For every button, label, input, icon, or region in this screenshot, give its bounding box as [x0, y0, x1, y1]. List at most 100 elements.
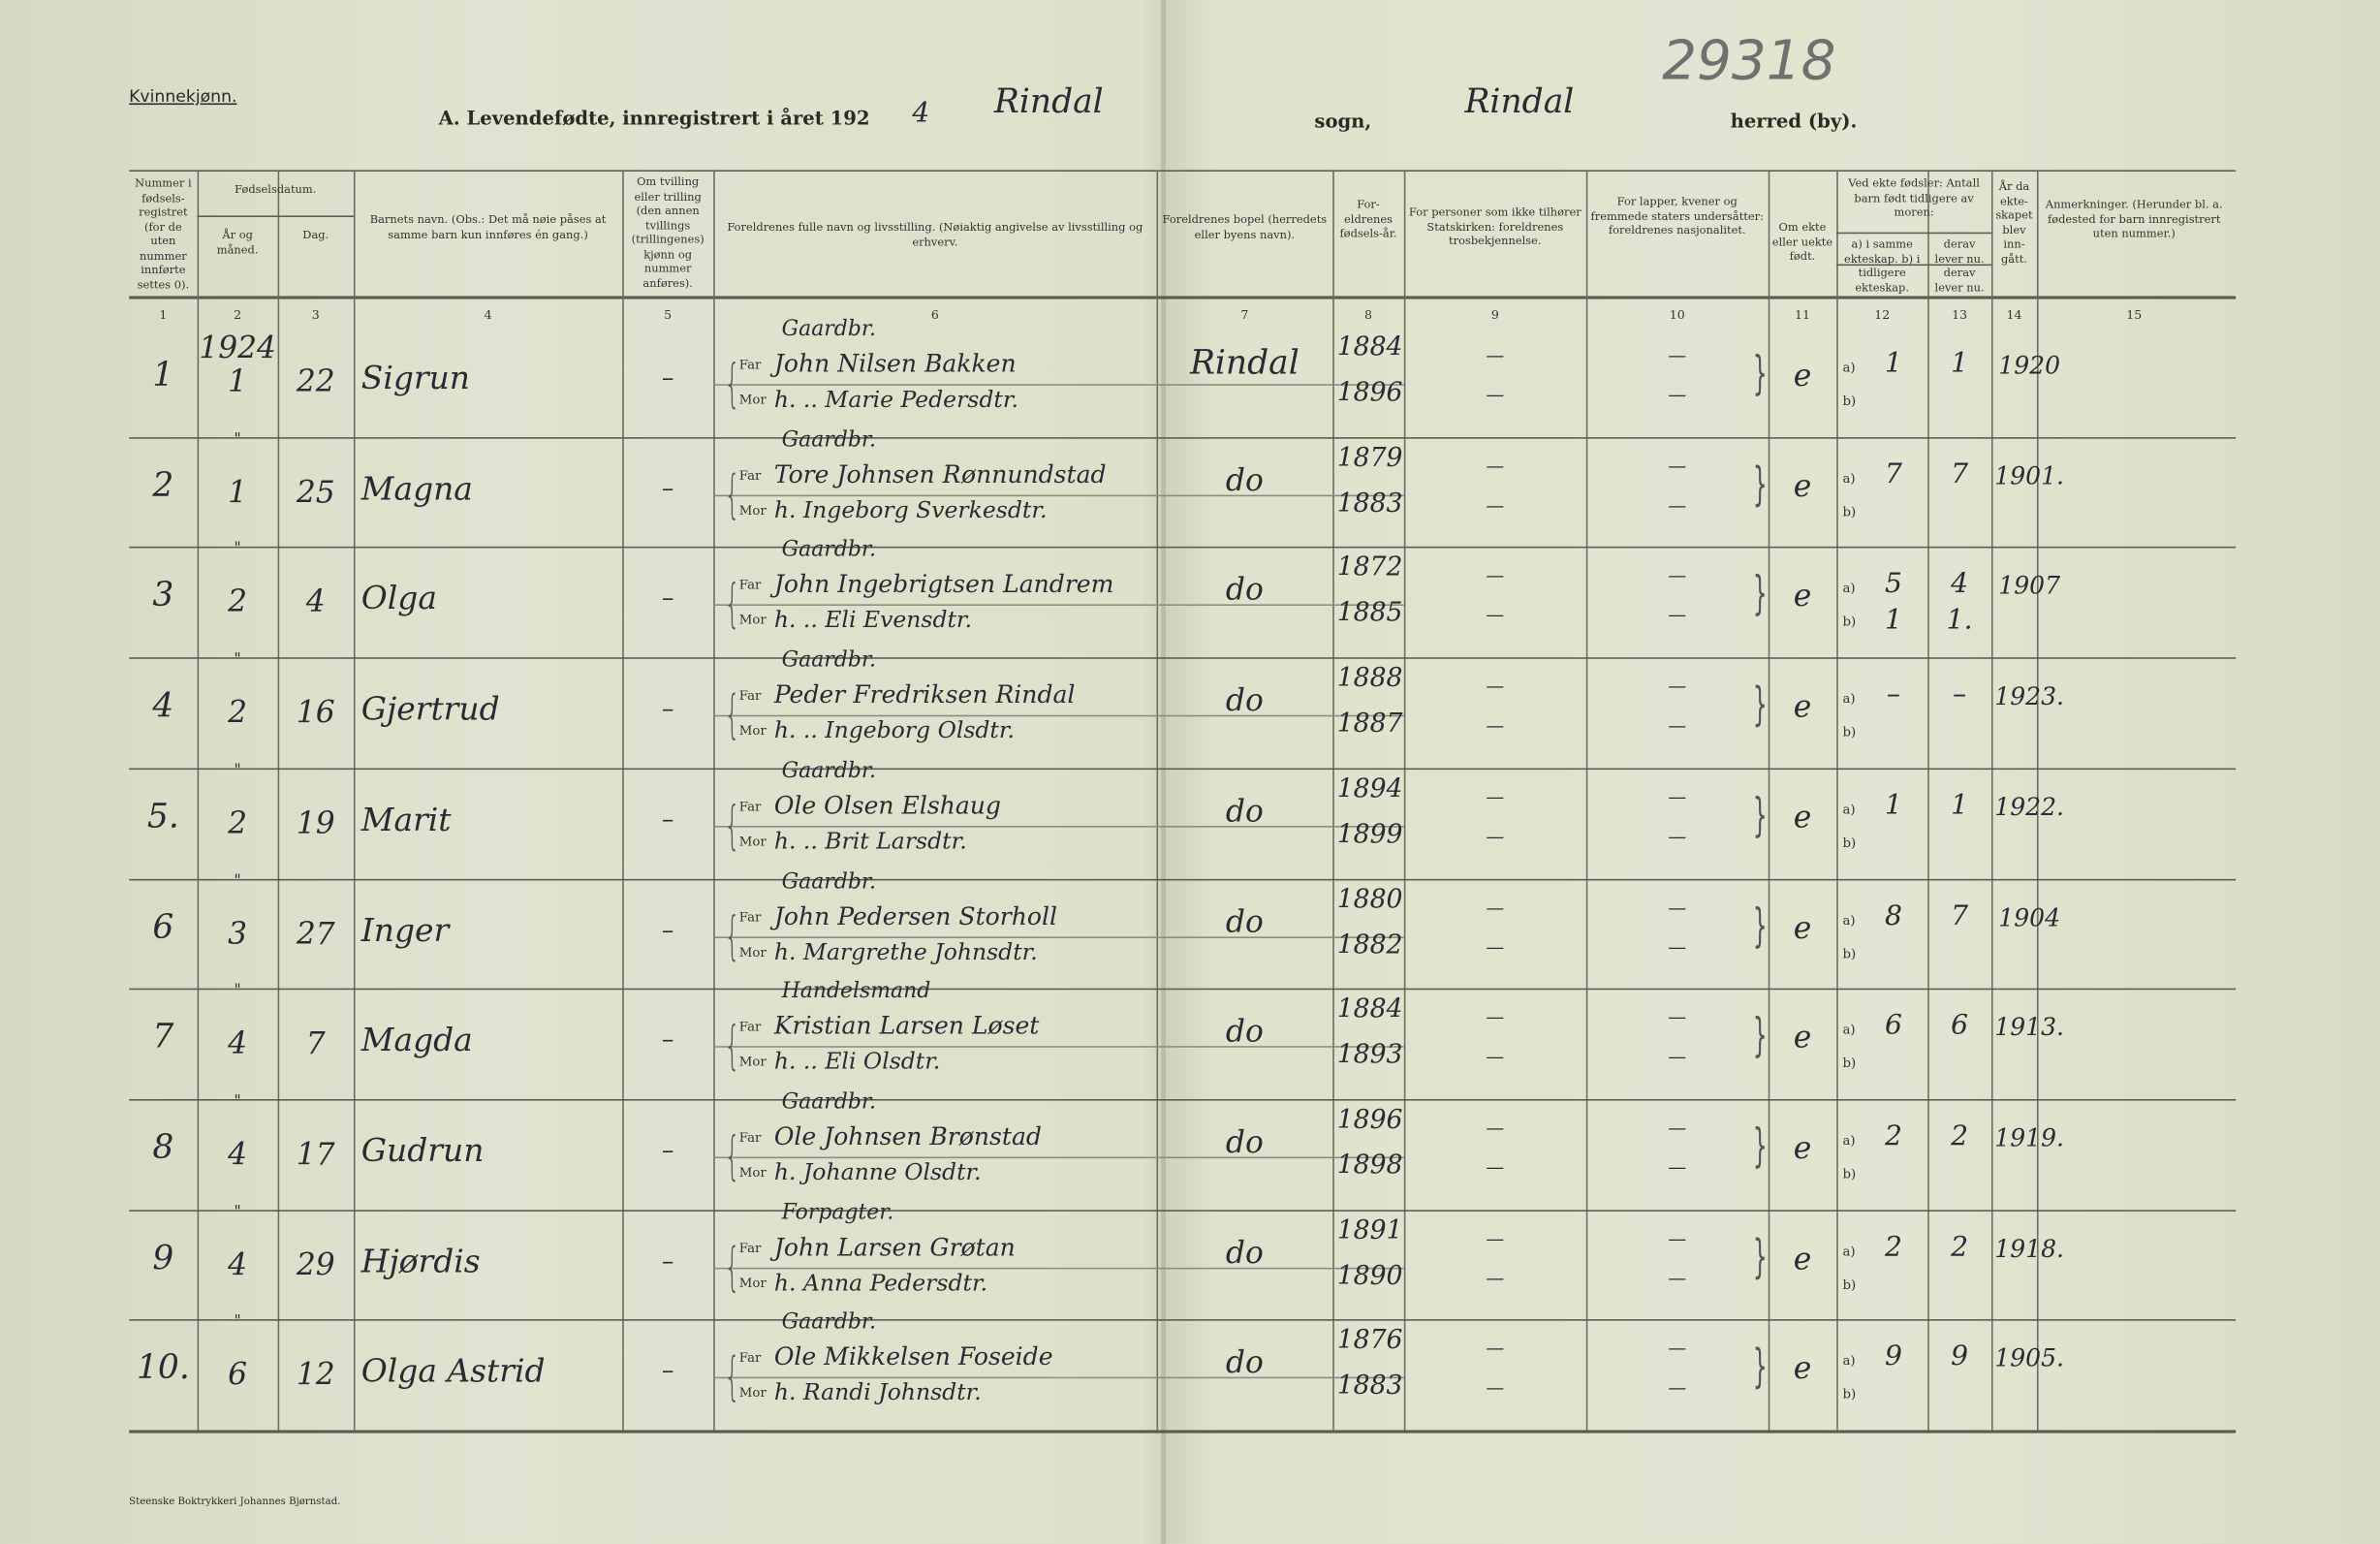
row-divider	[129, 1319, 2237, 1322]
b-label: b)	[1842, 725, 1857, 741]
birth-year: "	[234, 982, 241, 999]
brace-left: {	[724, 795, 741, 857]
mor-label: Mor	[738, 1055, 767, 1071]
residence: do	[1225, 792, 1264, 829]
mother-faith: —	[1486, 1156, 1505, 1179]
mother-birth-year: 1883	[1336, 1371, 1403, 1402]
row-number: 9	[152, 1240, 174, 1278]
far-label: Far	[738, 1130, 762, 1147]
legitimacy: e	[1793, 908, 1812, 946]
prior-children-divider	[1836, 232, 1991, 235]
prior-same-living: –	[1953, 678, 1967, 711]
column-number-8: 8	[1364, 307, 1373, 323]
row-number: 1	[152, 357, 174, 395]
column-number-2: 2	[234, 307, 242, 323]
legitimacy: e	[1793, 466, 1812, 504]
prior-children-group-header: Ved ekte fødsler: Antall barn født tidli…	[1848, 175, 1980, 219]
brace-right: }	[1752, 678, 1768, 733]
b-label: b)	[1842, 1277, 1857, 1293]
birth-month: 6	[228, 1356, 248, 1393]
far-label: Far	[738, 579, 762, 595]
marriage-year: 1913.	[1994, 1013, 2065, 1042]
father-name: Ole Mikkelsen Foseide	[773, 1342, 1053, 1371]
printer-footer: Steenske Boktrykkeri Johannes Bjørnstad.	[129, 1495, 341, 1508]
a-label: a)	[1842, 471, 1856, 488]
column-divider	[1927, 170, 1929, 1431]
column-divider	[277, 170, 280, 1431]
father-occupation: Gaardbr.	[781, 1089, 876, 1115]
row-divider	[129, 988, 2237, 991]
column-number-9: 9	[1490, 307, 1499, 323]
column-divider	[1768, 170, 1770, 1431]
prior-same-marriage: 5	[1884, 568, 1902, 601]
father-faith: —	[1486, 1338, 1505, 1360]
prior-same-marriage: 8	[1884, 899, 1902, 931]
far-label: Far	[738, 689, 762, 705]
prior-same-marriage: 2	[1884, 1119, 1902, 1152]
mother-faith: —	[1486, 714, 1505, 737]
row-number: 5.	[146, 798, 179, 836]
mother-name: h. Ingeborg Sverkesdtr.	[773, 495, 1048, 523]
prior-same-marriage: 6	[1884, 1009, 1902, 1042]
prior-same-living: 2	[1951, 1230, 1969, 1263]
father-birth-year: 1876	[1336, 1325, 1403, 1357]
row-divider	[129, 768, 2237, 770]
legitimacy: e	[1793, 1240, 1812, 1276]
municipality-name: Rindal	[1464, 83, 1575, 122]
column-divider	[713, 170, 715, 1431]
far-label: Far	[738, 468, 762, 485]
birth-day: 22	[296, 362, 335, 399]
father-nationality: —	[1668, 455, 1687, 477]
birth-day: 19	[296, 804, 335, 841]
a-label: a)	[1842, 582, 1856, 598]
father-faith: —	[1486, 1117, 1505, 1139]
column-header-9: For personer som ikke tilhører Statskirk…	[1408, 205, 1581, 248]
birth-year: "	[234, 430, 241, 448]
parent-divider	[713, 1156, 1404, 1158]
father-nationality: —	[1668, 1117, 1687, 1139]
column-number-14: 14	[2006, 307, 2022, 323]
column-header-8: For-eldrenes fødsels-år.	[1339, 197, 1397, 240]
column-number-7: 7	[1240, 307, 1249, 323]
marriage-year: 1922.	[1994, 792, 2065, 822]
brace-right: }	[1752, 899, 1768, 953]
far-label: Far	[738, 1020, 762, 1036]
father-occupation: Handelsmand	[781, 979, 931, 1004]
row-divider	[129, 1209, 2237, 1212]
birth-day: 27	[296, 914, 335, 952]
birth-day: 25	[296, 473, 335, 510]
row-number: 7	[152, 1019, 174, 1057]
father-nationality: —	[1668, 565, 1687, 587]
row-number: 2	[152, 466, 174, 506]
year-digit: 4	[912, 97, 930, 130]
row-divider	[129, 657, 2237, 659]
birth-day: 16	[296, 693, 335, 731]
row-number: 8	[152, 1129, 174, 1168]
prior-same-living: 7	[1951, 457, 1969, 490]
father-nationality: —	[1668, 1006, 1687, 1028]
marriage-year: 1901.	[1994, 460, 2065, 490]
column-header-11: Om ekte eller uekte født.	[1771, 220, 1833, 263]
mother-nationality: —	[1668, 1156, 1687, 1179]
father-nationality: —	[1668, 786, 1687, 807]
birth-day: 29	[296, 1245, 335, 1282]
mor-label: Mor	[738, 1276, 767, 1292]
mor-label: Mor	[738, 945, 767, 961]
column-divider	[2036, 170, 2039, 1431]
legitimacy: e	[1793, 687, 1812, 725]
child-name: Olga	[360, 580, 437, 617]
b-label: b)	[1842, 946, 1857, 962]
mor-label: Mor	[738, 393, 767, 409]
residence: do	[1225, 902, 1264, 939]
parent-divider	[713, 1267, 1404, 1269]
birth-year: "	[234, 871, 241, 890]
b-label: b)	[1842, 1056, 1857, 1073]
prior-same-living: 6	[1951, 1009, 1969, 1042]
father-occupation: Gaardbr.	[781, 1310, 876, 1336]
mother-name: h. .. Brit Larsdtr.	[773, 827, 967, 855]
municipality-label: herred (by).	[1730, 109, 1858, 133]
child-name: Gudrun	[360, 1132, 485, 1169]
father-occupation: Forpagter.	[781, 1200, 894, 1225]
a-label: a)	[1842, 1133, 1856, 1150]
prior-same-living: 4	[1951, 568, 1969, 601]
